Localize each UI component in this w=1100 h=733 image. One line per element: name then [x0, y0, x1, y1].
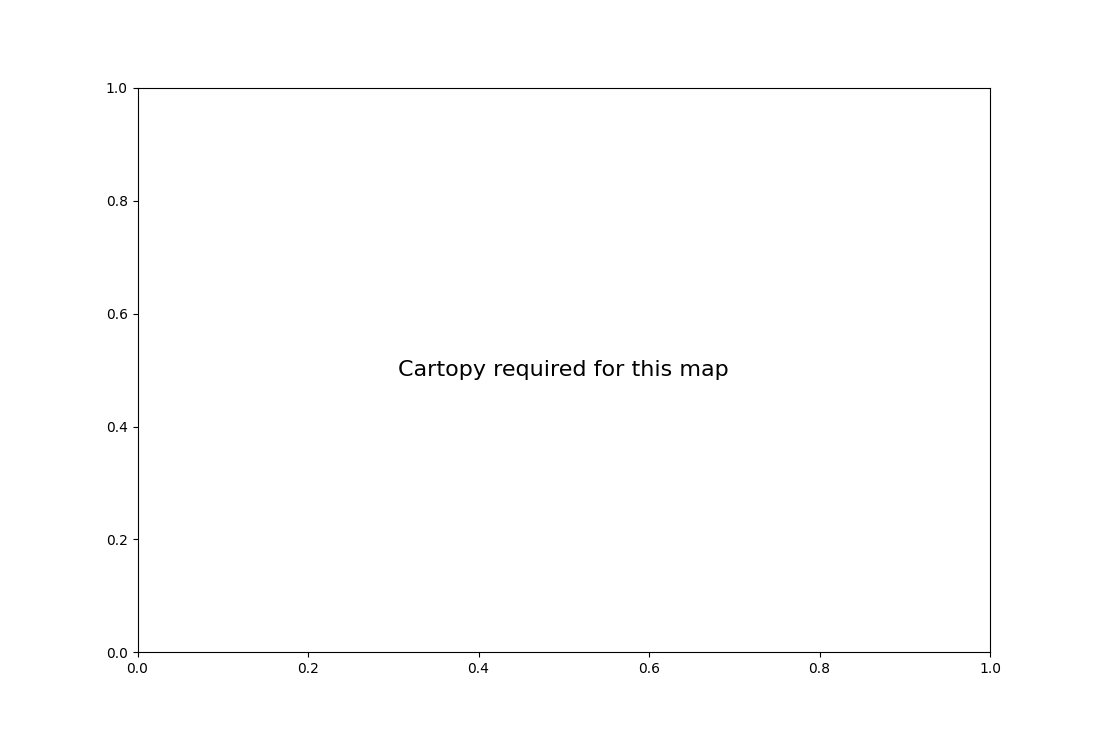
Text: Cartopy required for this map: Cartopy required for this map — [398, 360, 729, 380]
